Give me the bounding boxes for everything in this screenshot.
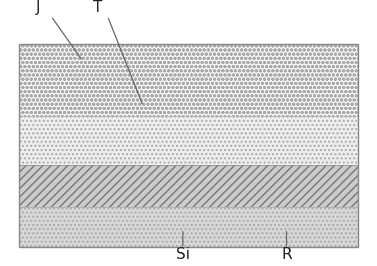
Text: J: J <box>35 1 40 15</box>
Bar <box>19 207 358 247</box>
Bar <box>19 44 358 247</box>
Text: R: R <box>281 247 292 261</box>
Bar <box>19 116 358 165</box>
Bar <box>19 44 358 116</box>
Text: Si: Si <box>176 247 190 261</box>
Bar <box>19 165 358 207</box>
Text: T: T <box>93 1 103 15</box>
